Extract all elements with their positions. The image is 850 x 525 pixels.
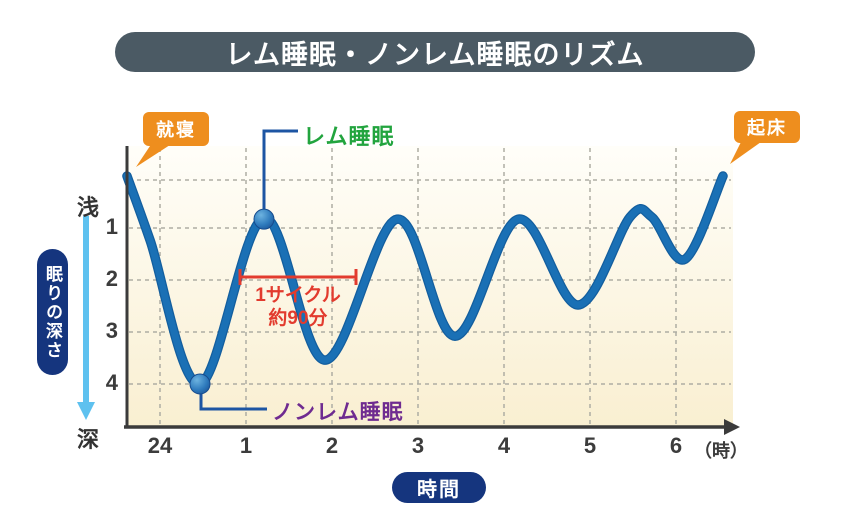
y-tick-2: 2 <box>105 266 118 291</box>
x-axis-arrowhead-icon <box>724 419 740 435</box>
x-tick-5: 5 <box>583 433 597 458</box>
nonrem-sleep-label: ノンレム睡眠 <box>272 401 404 424</box>
y-axis-shallow-label: 浅 <box>76 195 99 220</box>
x-tick-2: 2 <box>325 433 339 458</box>
sleep-stage-dot <box>189 373 211 395</box>
x-tick-1: 1 <box>239 433 253 458</box>
cycle-note-line2: 約90分 <box>268 308 328 329</box>
y-tick-4: 4 <box>105 370 118 395</box>
x-tick-3: 3 <box>411 433 425 458</box>
rem-callout-line <box>262 129 298 219</box>
wake-bubble: 起床 <box>734 111 800 143</box>
bedtime-bubble: 就寝 <box>143 112 209 146</box>
page-title: レム睡眠・ノンレム睡眠のリズム <box>115 32 755 72</box>
x-axis-unit-label: （時） <box>694 441 748 461</box>
cycle-duration-note: 1サイクル 約90分 <box>238 284 358 330</box>
x-tick-4: 4 <box>497 433 511 458</box>
bedtime-bubble-tail <box>136 143 173 167</box>
sleep-stage-dot <box>253 208 275 230</box>
rem-sleep-label: レム睡眠 <box>303 124 395 149</box>
y-axis-title-pill: 眠りの深さ <box>37 249 68 375</box>
y-tick-1: 1 <box>105 214 118 239</box>
y-axis-deep-label: 深 <box>76 427 99 452</box>
x-tick-24: 24 <box>147 433 173 458</box>
cycle-note-line1: 1サイクル <box>255 285 341 306</box>
cycle-bracket <box>238 269 358 285</box>
x-axis-title-pill: 時間 <box>392 472 486 503</box>
depth-arrowhead-icon <box>77 402 95 420</box>
x-tick-6: 6 <box>669 433 683 458</box>
marker-dots <box>189 208 275 395</box>
y-tick-3: 3 <box>105 318 118 343</box>
wake-bubble-tail <box>730 140 761 164</box>
